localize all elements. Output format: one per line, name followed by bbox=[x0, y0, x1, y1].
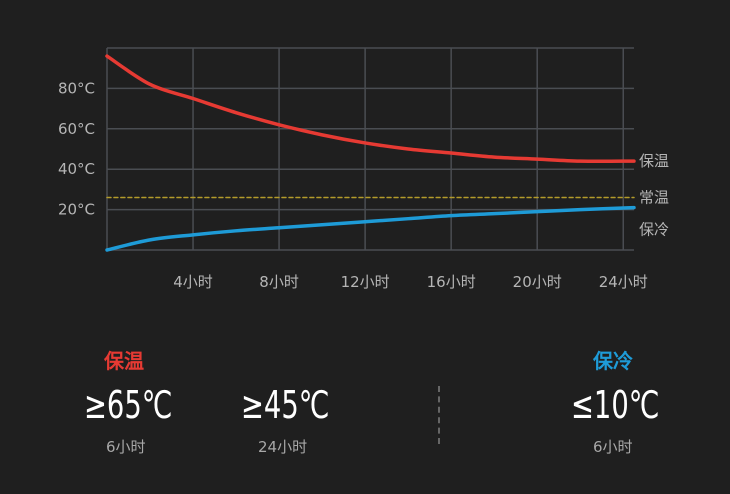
cold-title: 保冷 bbox=[593, 349, 633, 373]
series-label: 常温 bbox=[639, 188, 669, 206]
series-label: 保冷 bbox=[639, 221, 669, 239]
warm-6h-value: ≥65℃ bbox=[84, 383, 173, 427]
y-tick-label: 80°C bbox=[58, 79, 95, 97]
cold-6h-value: ≤10℃ bbox=[571, 383, 660, 427]
y-tick-label: 40°C bbox=[58, 160, 95, 178]
series-line-2 bbox=[105, 205, 636, 252]
chart-series bbox=[105, 54, 636, 252]
warm-title: 保温 bbox=[104, 349, 144, 373]
warm-24h-label: 24小时 bbox=[258, 438, 308, 456]
series-label: 保温 bbox=[639, 152, 669, 170]
warm-6h-label: 6小时 bbox=[106, 438, 146, 456]
x-tick-label: 24小时 bbox=[599, 273, 648, 291]
x-tick-label: 20小时 bbox=[513, 273, 562, 291]
cold-6h-label: 6小时 bbox=[593, 438, 633, 456]
stats-divider bbox=[438, 386, 440, 444]
series-line-0 bbox=[105, 54, 636, 164]
x-tick-label: 4小时 bbox=[173, 273, 213, 291]
x-tick-label: 12小时 bbox=[341, 273, 390, 291]
chart-labels: 4小时 8小时 12小时 16小时 20小时 24小时 20°C 40°C 60°C 80°C 保温… bbox=[58, 79, 669, 291]
x-tick-label: 16小时 bbox=[427, 273, 476, 291]
temperature-chart: 4小时 8小时 12小时 16小时 20小时 24小时 20°C 40°C 60°C 80°C 保温… bbox=[58, 47, 669, 291]
x-tick-label: 8小时 bbox=[259, 273, 299, 291]
y-tick-label: 60°C bbox=[58, 120, 95, 138]
warm-24h-value: ≥45℃ bbox=[241, 383, 330, 427]
y-tick-label: 20°C bbox=[58, 201, 95, 219]
